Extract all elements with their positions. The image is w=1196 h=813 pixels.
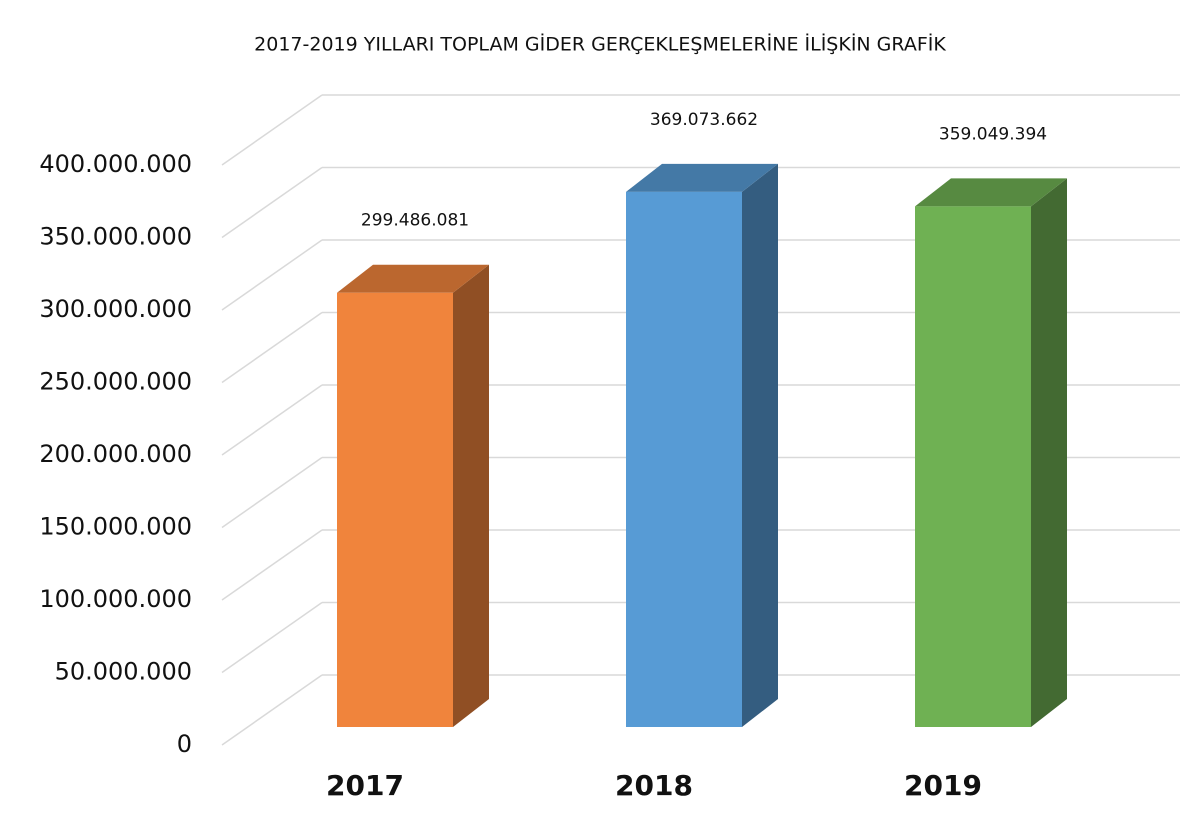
grid-line bbox=[221, 384, 323, 456]
bar-side bbox=[742, 163, 778, 727]
grid-line bbox=[221, 529, 323, 601]
y-tick-label: 300.000.000 bbox=[39, 295, 192, 323]
grid-line bbox=[221, 239, 323, 311]
y-tick-label: 200.000.000 bbox=[39, 440, 192, 468]
bar-front bbox=[915, 206, 1031, 728]
bar-top bbox=[915, 178, 1067, 207]
x-tick-label: 2017 bbox=[326, 769, 404, 802]
grid-line bbox=[221, 456, 323, 529]
bar-side bbox=[453, 264, 489, 727]
x-tick-label: 2018 bbox=[615, 769, 693, 802]
y-tick-label: 150.000.000 bbox=[39, 513, 192, 541]
bar-front bbox=[337, 292, 453, 727]
y-tick-label: 400.000.000 bbox=[39, 150, 192, 178]
bar-top bbox=[337, 264, 489, 293]
grid-line bbox=[221, 94, 323, 166]
bar-side bbox=[1031, 178, 1067, 728]
grid-line bbox=[221, 311, 323, 384]
y-tick-label: 50.000.000 bbox=[55, 658, 192, 686]
data-label: 369.073.662 bbox=[650, 110, 758, 130]
y-tick-label: 350.000.000 bbox=[39, 223, 192, 251]
grid-line bbox=[221, 166, 323, 239]
chart-title: 2017-2019 YILLARI TOPLAM GİDER GERÇEKLEŞ… bbox=[254, 33, 946, 56]
bar-top bbox=[626, 163, 778, 192]
y-tick-label: 250.000.000 bbox=[39, 368, 192, 396]
grid-line bbox=[221, 674, 323, 746]
data-label: 359.049.394 bbox=[939, 124, 1047, 144]
y-tick-label: 0 bbox=[177, 730, 192, 758]
x-tick-label: 2019 bbox=[904, 769, 982, 802]
data-label: 299.486.081 bbox=[361, 211, 469, 231]
grid-line bbox=[221, 601, 323, 674]
y-tick-label: 100.000.000 bbox=[39, 585, 192, 613]
bar-front bbox=[626, 191, 742, 727]
